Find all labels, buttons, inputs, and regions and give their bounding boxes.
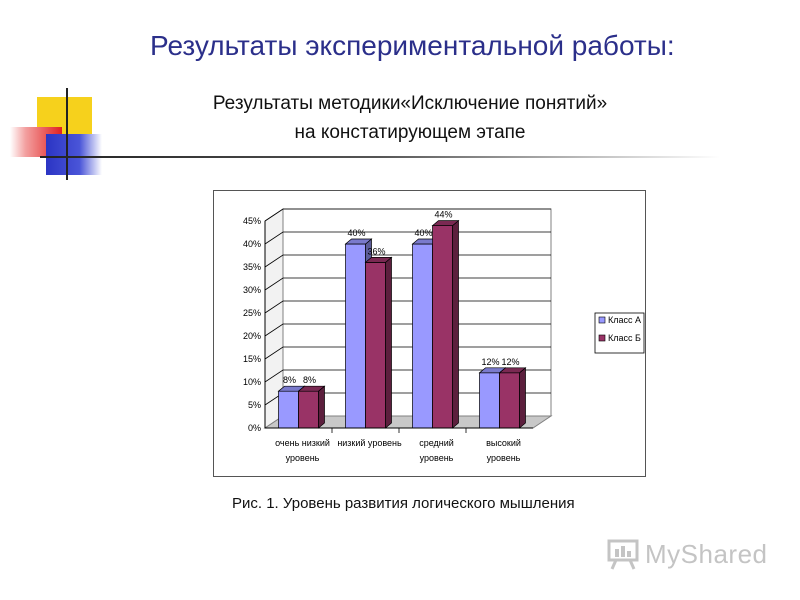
y-tick-label: 15% [243, 354, 261, 364]
x-tick-label: очень низкий [275, 438, 330, 448]
bar-front [432, 225, 453, 429]
bar-front [278, 390, 299, 429]
x-tick-label: уровень [286, 453, 320, 463]
data-label: 44% [434, 210, 452, 220]
legend-label: Класс А [608, 315, 641, 325]
decor-vertical-line [66, 88, 68, 180]
bar-top [498, 367, 527, 374]
bar-front [499, 372, 520, 429]
bar-top [431, 220, 460, 226]
data-label: 36% [367, 246, 385, 256]
legend-swatch [598, 334, 606, 342]
x-tick-label: уровень [487, 453, 521, 463]
bar-side [385, 256, 392, 429]
y-tick-label: 30% [243, 285, 261, 295]
chart-frame: 0% 5% 10% 15% 20% 25% 30% 35% 40% 45% 8% 8% очень ни… [213, 190, 646, 477]
bar-side [519, 367, 526, 429]
x-tick-label: средний [419, 438, 454, 448]
legend-label: Класс Б [608, 333, 641, 343]
subtitle-line-1: Результаты методики«Исключение понятий» [212, 93, 608, 114]
legend-swatch [598, 316, 606, 324]
subtitle-line-2: на констатирующем этапе [294, 122, 526, 143]
bar-front [479, 372, 500, 429]
x-tick-label: уровень [420, 453, 454, 463]
gridline [264, 300, 551, 314]
y-tick-label: 20% [243, 331, 261, 341]
x-tick-label: низкий уровень [337, 438, 402, 448]
gridline [264, 277, 551, 291]
gridline [264, 208, 551, 222]
y-tick-label: 40% [243, 239, 261, 249]
bar-top [297, 385, 326, 392]
gridline [264, 323, 551, 337]
bar-front [412, 243, 433, 429]
y-tick-label: 35% [243, 262, 261, 272]
data-label: 40% [414, 228, 432, 238]
x-tick-label: высокий [486, 438, 521, 448]
bar-side [452, 219, 459, 429]
y-tick-label: 0% [248, 423, 261, 433]
gridline [264, 346, 551, 360]
bar-front [345, 243, 366, 429]
y-tick-label: 5% [248, 400, 261, 410]
bar-front [298, 390, 319, 429]
bar-side [318, 385, 325, 429]
subtitle: Результаты методики«Исключение понятий» … [180, 89, 640, 147]
bar-front [365, 262, 386, 429]
figure-caption: Рис. 1. Уровень развития логического мыш… [232, 495, 575, 512]
data-label: 8% [283, 375, 296, 385]
data-label: 8% [303, 375, 316, 385]
data-label: 12% [501, 357, 519, 367]
y-tick-label: 25% [243, 308, 261, 318]
y-tick-label: 10% [243, 377, 261, 387]
gridline [264, 254, 551, 268]
presentation-board-icon [607, 539, 639, 570]
bar-chart: 0% 5% 10% 15% 20% 25% 30% 35% 40% 45% 8% 8% очень ни… [243, 208, 645, 463]
decor-blue-square [46, 134, 102, 175]
data-label: 40% [347, 228, 365, 238]
data-label: 12% [481, 357, 499, 367]
gridline [264, 231, 551, 245]
bar-top [344, 238, 373, 245]
page-title: Результаты экспериментальной работы: [150, 30, 675, 61]
decor-horizontal-line [40, 156, 720, 158]
watermark: MyShared [607, 537, 768, 571]
bar-top [364, 257, 393, 263]
y-tick-label: 45% [243, 216, 261, 226]
gridline [264, 369, 551, 383]
watermark-text: MyShared [645, 538, 768, 569]
